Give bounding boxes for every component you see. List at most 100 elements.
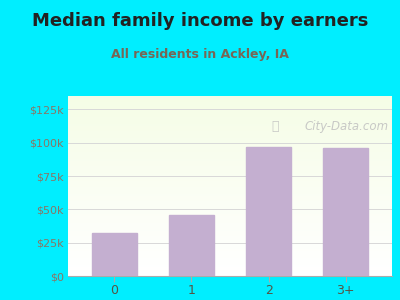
Bar (68, 238, 392, 239)
Bar (68, 152, 392, 153)
Bar (68, 239, 392, 240)
Bar (68, 261, 392, 262)
Bar (68, 133, 392, 134)
Bar (68, 213, 392, 214)
Bar (68, 116, 392, 117)
Text: All residents in Ackley, IA: All residents in Ackley, IA (111, 48, 289, 61)
Bar (68, 162, 392, 163)
Bar (68, 138, 392, 139)
Bar (68, 173, 392, 174)
Bar (68, 134, 392, 135)
Bar (68, 128, 392, 129)
Bar (68, 269, 392, 270)
Bar (68, 212, 392, 213)
Bar (68, 188, 392, 189)
Bar (68, 248, 392, 249)
Bar (68, 129, 392, 130)
Bar (68, 118, 392, 119)
Bar (68, 268, 392, 269)
Bar (68, 245, 392, 246)
Bar (68, 103, 392, 104)
Bar (68, 218, 392, 219)
Bar (68, 110, 392, 111)
Bar (68, 177, 392, 178)
Bar (68, 169, 392, 170)
Bar (68, 208, 392, 209)
Bar (68, 124, 392, 125)
Bar (68, 100, 392, 101)
Bar (68, 241, 392, 242)
Bar (68, 256, 392, 257)
Bar (68, 120, 392, 121)
Bar (68, 144, 392, 145)
Bar (68, 132, 392, 133)
Bar (68, 211, 392, 212)
Bar (68, 105, 392, 106)
Bar (68, 171, 392, 172)
Bar (68, 109, 392, 110)
Bar (68, 190, 392, 191)
Bar (68, 155, 392, 156)
Bar (68, 174, 392, 175)
Bar (68, 160, 392, 161)
Bar (68, 189, 392, 190)
Bar (68, 163, 392, 164)
Bar (68, 167, 392, 168)
Bar (68, 214, 392, 215)
Bar (68, 143, 392, 144)
Bar (68, 113, 392, 114)
Bar (68, 207, 392, 208)
Bar (68, 228, 392, 229)
Bar (68, 253, 392, 254)
Bar (68, 199, 392, 200)
Text: Median family income by earners: Median family income by earners (32, 12, 368, 30)
Bar (68, 230, 392, 231)
Bar (68, 166, 392, 167)
Bar (68, 184, 392, 185)
Bar (68, 233, 392, 234)
Bar (68, 122, 392, 123)
Bar (68, 118, 392, 119)
Bar (169, 215, 214, 276)
Bar (68, 175, 392, 176)
Bar (68, 257, 392, 258)
Bar (68, 108, 392, 109)
Bar (68, 98, 392, 99)
Bar (68, 219, 392, 220)
Bar (68, 205, 392, 206)
Text: ⓘ: ⓘ (272, 120, 279, 133)
Bar (68, 182, 392, 183)
Bar (68, 265, 392, 266)
Bar (68, 221, 392, 222)
Bar (68, 231, 392, 232)
Bar (68, 227, 392, 228)
Bar (68, 165, 392, 166)
Bar (68, 181, 392, 182)
Bar (68, 178, 392, 179)
Bar (68, 102, 392, 103)
Bar (68, 254, 392, 255)
Bar (68, 224, 392, 225)
Bar (68, 123, 392, 124)
Bar (68, 209, 392, 210)
Bar (68, 246, 392, 247)
Bar (68, 240, 392, 241)
Bar (68, 101, 392, 102)
Bar (68, 186, 392, 187)
Text: City-Data.com: City-Data.com (304, 120, 389, 133)
Bar (68, 191, 392, 192)
Bar (68, 157, 392, 158)
Bar (68, 202, 392, 203)
Bar (68, 244, 392, 245)
Bar (68, 247, 392, 248)
Bar (68, 203, 392, 204)
Bar (68, 274, 392, 275)
Bar (68, 141, 392, 142)
Bar (68, 243, 392, 244)
Bar (68, 270, 392, 271)
Bar (68, 252, 392, 253)
Bar (68, 148, 392, 149)
Bar (68, 126, 392, 127)
Bar (68, 251, 392, 252)
Bar (68, 236, 392, 237)
